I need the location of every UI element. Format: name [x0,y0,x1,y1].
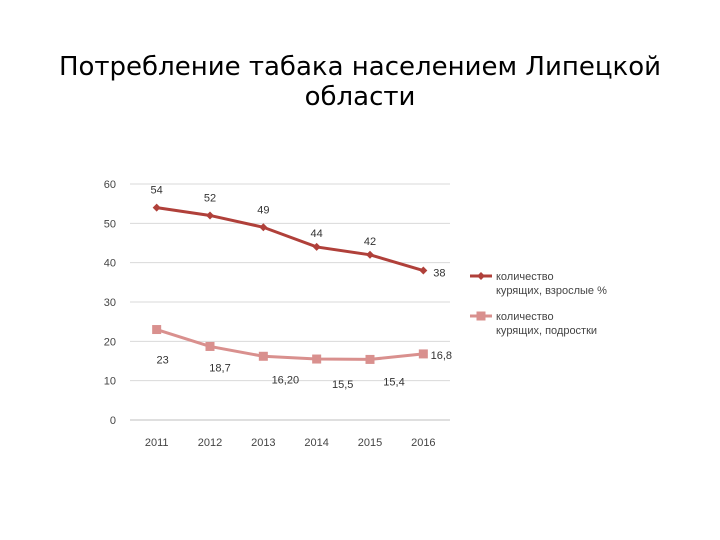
x-tick-label: 2011 [145,437,169,449]
y-tick-label: 20 [104,336,116,348]
legend: количество курящих, взрослые % количество к… [470,271,607,337]
data-point [365,354,375,364]
x-tick-label: 2016 [411,437,435,449]
legend-marker [477,272,485,280]
data-label: 38 [433,268,445,280]
gridlines [130,183,450,421]
data-label: 52 [204,192,216,204]
data-point [419,266,428,275]
legend-marker [476,311,486,321]
x-tick-label: 2012 [198,437,222,449]
data-point [258,351,268,361]
data-label: 15,4 [383,376,404,388]
data-point [206,211,214,220]
data-label: 54 [151,185,163,197]
legend-entry-text: курящих, взрослые % [496,285,607,297]
data-point [152,325,162,335]
data-point [152,203,161,212]
data-point [312,242,321,251]
data-point [259,223,268,232]
data-point [312,354,322,364]
y-tick-label: 40 [104,258,116,270]
y-tick-label: 0 [110,415,116,427]
data-label: 42 [364,236,376,248]
data-label: 49 [257,204,269,216]
data-point [418,349,428,359]
legend-entry-text: количество [496,271,554,283]
data-point [366,250,374,259]
data-label: 18,7 [209,362,230,374]
slide-title: Потребление табака населением Липецкой о… [58,52,662,112]
y-axis-ticks: 0 10 20 30 40 50 60 [104,179,116,427]
data-label: 16,8 [431,350,452,362]
data-point [205,341,215,351]
series-line [156,328,424,361]
x-axis-ticks: 2011 2012 2013 2014 2015 2016 [145,437,436,449]
data-label: 23 [157,355,169,367]
data-labels: 54 52 49 44 42 38 23 18,7 16,20 15,5 15,4 16,8 [151,185,453,391]
data-label: 44 [311,228,323,240]
data-label: 15,5 [332,379,353,391]
legend-entry-text: курящих, подростки [496,325,597,337]
data-label: 16,20 [272,374,300,386]
y-tick-label: 30 [104,297,116,309]
x-tick-label: 2014 [304,437,328,449]
legend-entry-text: количество [496,311,554,323]
y-tick-label: 60 [104,179,116,191]
y-tick-label: 10 [104,376,116,388]
x-tick-label: 2015 [358,437,382,449]
y-tick-label: 50 [104,218,116,230]
x-tick-label: 2013 [251,437,275,449]
series-line [156,206,424,272]
series-layer [152,203,428,364]
